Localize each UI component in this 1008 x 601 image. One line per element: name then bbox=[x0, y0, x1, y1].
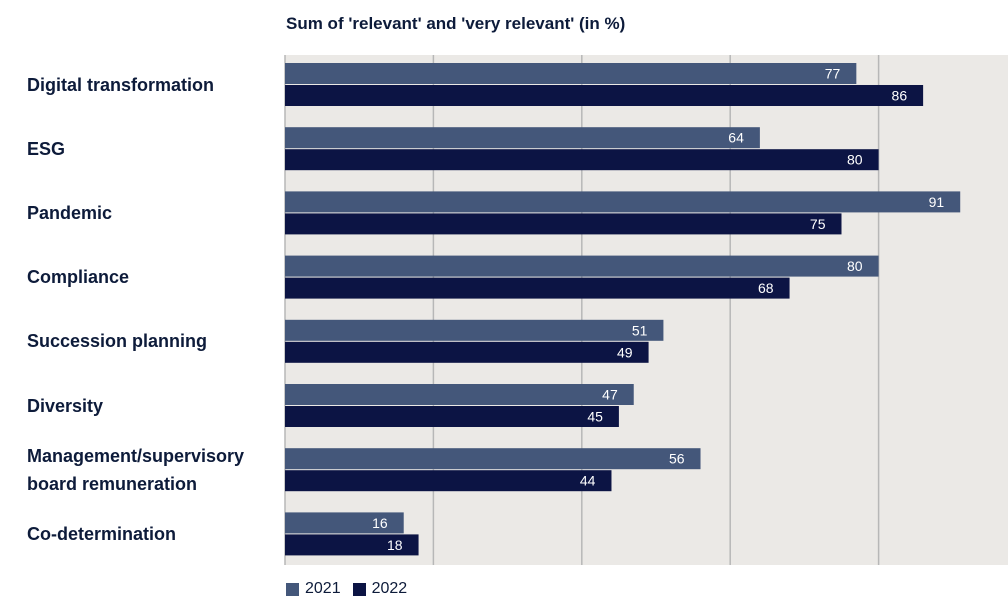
bar-2022 bbox=[285, 85, 923, 106]
data-label: 64 bbox=[728, 130, 744, 146]
bar-2022 bbox=[285, 470, 611, 491]
legend-swatch bbox=[353, 583, 366, 596]
bar-2021 bbox=[285, 127, 760, 148]
category-label: Co-determination bbox=[27, 520, 176, 548]
data-label: 49 bbox=[617, 344, 633, 360]
category-label: Digital transformation bbox=[27, 71, 214, 99]
data-label: 47 bbox=[602, 387, 618, 403]
bar-2022 bbox=[285, 342, 649, 363]
data-label: 80 bbox=[847, 152, 863, 168]
category-label: board remuneration bbox=[27, 470, 197, 498]
data-label: 44 bbox=[580, 473, 596, 489]
bar-2021 bbox=[285, 320, 663, 341]
bar-2022 bbox=[285, 406, 619, 427]
data-label: 51 bbox=[632, 322, 648, 338]
bar-2021 bbox=[285, 191, 960, 212]
category-label: Pandemic bbox=[27, 199, 112, 227]
legend-label: 2021 bbox=[305, 580, 341, 598]
data-label: 75 bbox=[810, 216, 826, 232]
bar-2021 bbox=[285, 256, 879, 277]
legend-item: 2021 bbox=[286, 580, 341, 598]
bar-2022 bbox=[285, 278, 790, 299]
category-label: Management/supervisory bbox=[27, 442, 244, 470]
bar-2021 bbox=[285, 448, 701, 469]
data-label: 16 bbox=[372, 515, 388, 531]
data-label: 68 bbox=[758, 280, 774, 296]
category-label: ESG bbox=[27, 135, 65, 163]
category-label: Compliance bbox=[27, 263, 129, 291]
data-label: 86 bbox=[892, 88, 908, 104]
legend-swatch bbox=[286, 583, 299, 596]
data-label: 45 bbox=[587, 409, 603, 425]
legend-label: 2022 bbox=[372, 580, 408, 598]
bar-2021 bbox=[285, 384, 634, 405]
bar-2022 bbox=[285, 149, 879, 170]
data-label: 80 bbox=[847, 258, 863, 274]
data-label: 18 bbox=[387, 537, 403, 553]
data-label: 91 bbox=[929, 194, 945, 210]
bar-2022 bbox=[285, 213, 842, 234]
legend: 2021 2022 bbox=[286, 580, 419, 598]
data-label: 77 bbox=[825, 66, 841, 82]
category-label: Diversity bbox=[27, 392, 103, 420]
bar-2021 bbox=[285, 63, 856, 84]
data-label: 56 bbox=[669, 451, 685, 467]
legend-item: 2022 bbox=[353, 580, 408, 598]
category-label: Succession planning bbox=[27, 327, 207, 355]
